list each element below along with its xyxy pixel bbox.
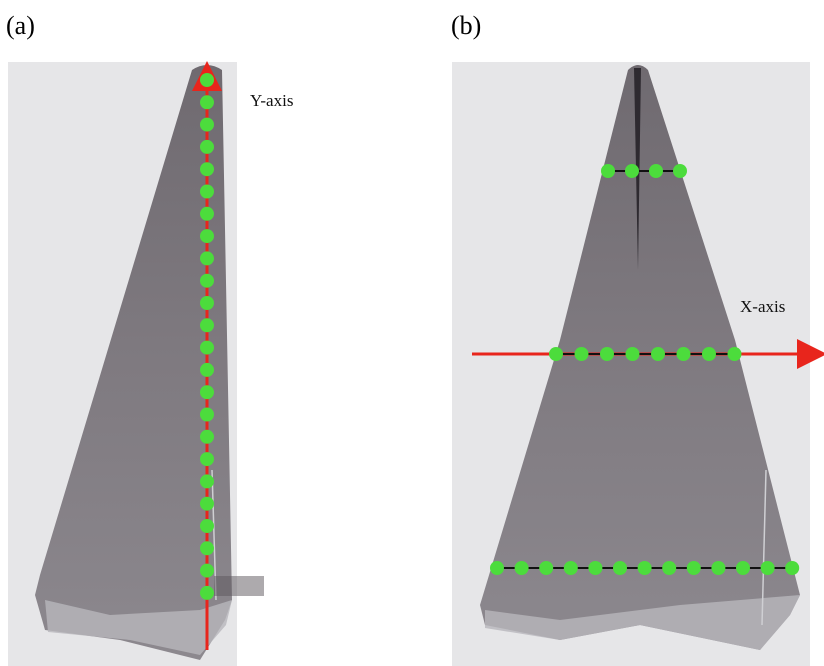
measure-point bbox=[200, 363, 214, 377]
measure-point bbox=[549, 347, 563, 361]
measure-point bbox=[736, 561, 750, 575]
measure-point bbox=[651, 347, 665, 361]
measure-point bbox=[711, 561, 725, 575]
measure-point bbox=[677, 347, 691, 361]
measure-point bbox=[626, 347, 640, 361]
axis-label: X-axis bbox=[740, 297, 785, 316]
measure-point bbox=[687, 561, 701, 575]
measure-point bbox=[200, 251, 214, 265]
measure-point bbox=[200, 564, 214, 578]
measure-point bbox=[564, 561, 578, 575]
measure-point bbox=[200, 229, 214, 243]
measure-point bbox=[200, 497, 214, 511]
axis-label: Y-axis bbox=[250, 91, 293, 110]
measure-point bbox=[200, 207, 214, 221]
measure-point bbox=[515, 561, 529, 575]
measure-point bbox=[649, 164, 663, 178]
measure-point bbox=[601, 164, 615, 178]
measure-point bbox=[575, 347, 589, 361]
measure-point bbox=[200, 185, 214, 199]
measure-point bbox=[588, 561, 602, 575]
measure-point bbox=[200, 274, 214, 288]
panel-label: (a) bbox=[6, 11, 35, 40]
panel-label: (b) bbox=[451, 11, 481, 40]
measure-point bbox=[638, 561, 652, 575]
photo-a bbox=[8, 62, 264, 666]
measure-point bbox=[490, 561, 504, 575]
measure-point bbox=[200, 95, 214, 109]
measure-point bbox=[200, 73, 214, 87]
measure-point bbox=[785, 561, 799, 575]
measure-point bbox=[200, 341, 214, 355]
measure-point bbox=[200, 118, 214, 132]
measure-point bbox=[761, 561, 775, 575]
photo-b bbox=[452, 62, 812, 666]
measure-point bbox=[200, 162, 214, 176]
measure-point bbox=[662, 561, 676, 575]
measure-point bbox=[200, 140, 214, 154]
measure-point bbox=[600, 347, 614, 361]
measure-point bbox=[200, 318, 214, 332]
measure-point bbox=[200, 474, 214, 488]
measure-point bbox=[200, 541, 214, 555]
page: (a) (b) Y-axis X-axis (() => { const dat… bbox=[0, 0, 824, 666]
measure-point bbox=[702, 347, 716, 361]
measure-point bbox=[613, 561, 627, 575]
measure-point bbox=[200, 296, 214, 310]
measure-point bbox=[200, 452, 214, 466]
measure-point bbox=[200, 586, 214, 600]
measure-point bbox=[200, 430, 214, 444]
measure-point bbox=[728, 347, 742, 361]
figure: (a) (b) Y-axis X-axis bbox=[0, 0, 824, 666]
measure-point bbox=[673, 164, 687, 178]
measure-point bbox=[539, 561, 553, 575]
measure-point bbox=[200, 385, 214, 399]
measure-point bbox=[625, 164, 639, 178]
measure-point bbox=[200, 519, 214, 533]
measure-point bbox=[200, 408, 214, 422]
